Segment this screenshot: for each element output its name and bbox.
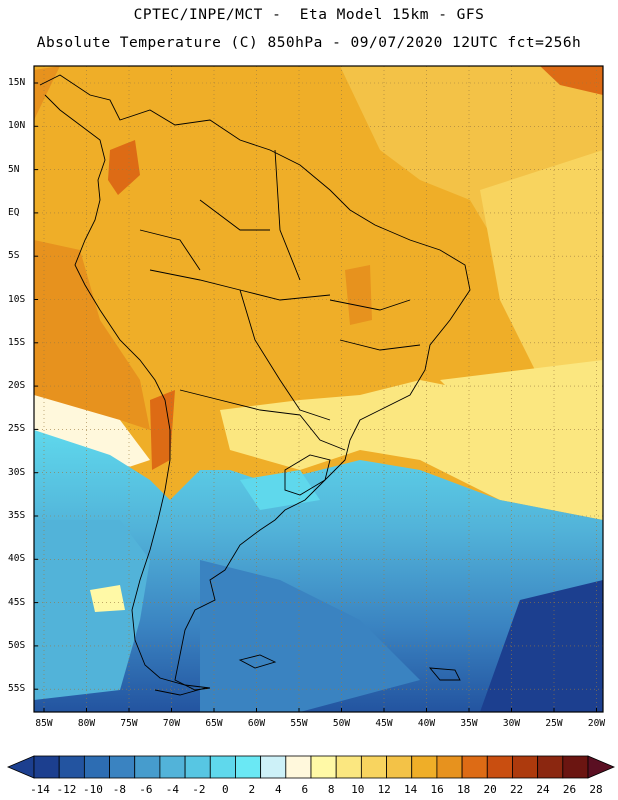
colorbar-swatch: [209, 755, 236, 779]
colorbar-label: 0: [222, 783, 229, 796]
colorbar-label: 10: [351, 783, 365, 796]
colorbar-label: 28: [589, 783, 603, 796]
colorbar-swatch: [335, 755, 362, 779]
map-title-line-2: Absolute Temperature (C) 850hPa - 09/07/…: [36, 35, 582, 51]
lat-label: 35S: [8, 510, 26, 521]
lat-label: 55S: [8, 683, 26, 695]
colorbar-swatch: [360, 755, 387, 779]
temperature-field: [34, 66, 603, 712]
colorbar-label: 20: [483, 783, 497, 796]
colorbar-swatch: [512, 755, 539, 779]
colorbar-swatch: [486, 755, 513, 779]
lon-label: 85W: [35, 718, 53, 729]
map-title-line-1: CPTEC/INPE/MCT - Eta Model 15km - GFS: [133, 7, 485, 23]
lon-label: 25W: [545, 718, 563, 729]
coastline-borders: [39, 74, 471, 696]
colorbar-label: 18: [456, 783, 471, 796]
lon-label: 80W: [77, 718, 96, 729]
colorbar-swatch: [184, 755, 211, 779]
colorbar-swatch: [260, 755, 287, 779]
colorbar-swatch: [58, 755, 85, 779]
colorbar-label: -14: [30, 783, 50, 796]
colorbar-swatch: [461, 755, 488, 779]
lat-label: 15N: [8, 77, 26, 88]
axis-ticks: [34, 82, 597, 712]
colorbar-label: -4: [165, 783, 179, 796]
colorbar-swatch: [109, 755, 136, 779]
colorbar-label: 4: [274, 783, 282, 796]
colorbar-label: 2: [248, 783, 256, 796]
colorbar-left-arrow: [6, 755, 35, 779]
lon-label: 50W: [332, 718, 351, 729]
lon-label: 35W: [460, 718, 478, 729]
colorbar-swatch: [134, 755, 161, 779]
lon-label: 30W: [502, 718, 521, 729]
colorbar-label: -6: [139, 783, 153, 796]
colorbar-label: -12: [56, 783, 77, 796]
colorbar-swatch: [310, 755, 337, 779]
lat-label: 25S: [8, 423, 26, 435]
lat-label: 15S: [8, 336, 26, 348]
lon-label: 70W: [162, 718, 181, 729]
lat-label: 45S: [8, 596, 26, 608]
lat-label: 30S: [8, 466, 26, 478]
lat-label: 5S: [8, 250, 20, 262]
map-frame: [33, 65, 604, 713]
lon-label: 65W: [205, 718, 223, 729]
lon-label: 40W: [417, 718, 436, 729]
colorbar-swatch: [562, 755, 589, 779]
colorbar-swatch: [386, 755, 413, 779]
colorbar-label: 6: [301, 783, 309, 796]
colorbar-swatch: [537, 755, 564, 779]
colorbar-label: 16: [430, 783, 444, 796]
colorbar: [6, 755, 616, 779]
colorbar-label: 22: [509, 783, 524, 796]
colorbar-swatch: [411, 755, 438, 779]
colorbar-swatch: [285, 755, 312, 779]
colorbar-swatch: [436, 755, 463, 779]
colorbar-swatch: [159, 755, 186, 779]
lat-label: EQ: [8, 206, 20, 218]
colorbar-label: 8: [327, 783, 335, 796]
colorbar-label: 12: [377, 783, 391, 796]
lon-label: 60W: [247, 718, 266, 729]
lon-label: 45W: [375, 718, 393, 729]
colorbar-label: 26: [562, 783, 577, 796]
colorbar-swatch: [235, 755, 262, 779]
colorbar-label: -8: [112, 783, 127, 796]
lon-label: 55W: [290, 718, 308, 729]
lat-label: 50S: [8, 639, 26, 651]
lat-label: 10S: [8, 293, 26, 305]
colorbar-swatch: [33, 755, 60, 779]
colorbar-label: 14: [404, 783, 418, 796]
lat-lon-grid: [34, 66, 603, 712]
lat-label: 40S: [8, 553, 26, 565]
colorbar-label: -10: [83, 783, 103, 796]
lat-label: 20S: [8, 380, 26, 392]
lon-label: 75W: [120, 718, 138, 729]
lat-label: 10N: [8, 120, 26, 132]
colorbar-swatch: [83, 755, 110, 779]
lon-label: 20W: [587, 718, 606, 729]
lat-label: 5N: [8, 163, 20, 175]
colorbar-right-arrow: [587, 755, 616, 779]
colorbar-label: 24: [536, 783, 550, 796]
colorbar-label: -2: [192, 783, 206, 796]
